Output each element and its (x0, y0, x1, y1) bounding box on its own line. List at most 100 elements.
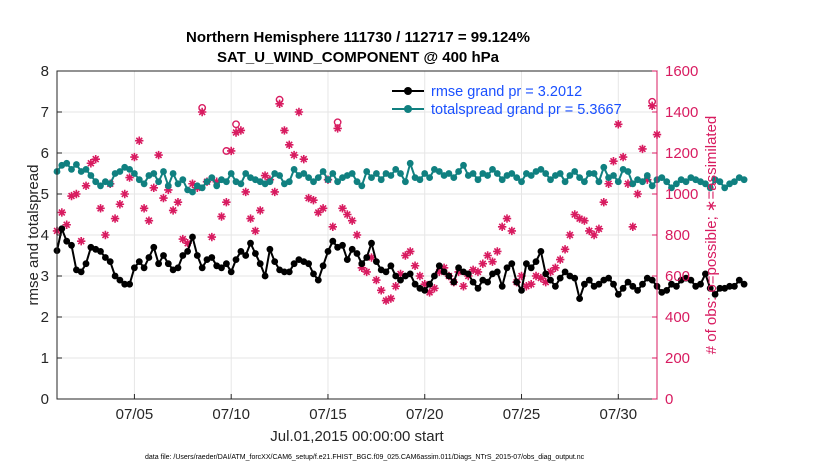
chart-title-line2: SAT_U_WIND_COMPONENT @ 400 hPa (217, 49, 500, 66)
totalspread-point (160, 168, 167, 175)
rmse-point (547, 276, 554, 284)
obs-assimilated-marker (343, 210, 352, 219)
totalspread-point (547, 176, 554, 184)
totalspread-point (484, 172, 491, 179)
right-tick-label: 200 (665, 350, 690, 367)
right-tick-label: 800 (665, 227, 690, 244)
obs-assimilated-marker (318, 204, 328, 213)
left-tick-label: 7 (41, 104, 49, 121)
rmse-point (131, 264, 138, 272)
rmse-point (102, 254, 109, 261)
obs-assimilated-marker (638, 144, 647, 154)
rmse-point (474, 284, 482, 292)
rmse-point (493, 268, 501, 276)
totalspread-point (97, 182, 104, 190)
rmse-point (164, 260, 172, 268)
obs-assimilated-marker (188, 179, 197, 188)
chart-title-line1: Northern Hemisphere 111730 / 112717 = 99… (186, 29, 530, 46)
rmse-point (232, 256, 240, 263)
rmse-point (440, 268, 448, 276)
rmse-point (581, 280, 588, 288)
totalspread-point (658, 174, 666, 182)
obs-assimilated-marker (628, 222, 638, 231)
totalspread-point (314, 174, 322, 182)
obs-assimilated-series (52, 99, 662, 305)
left-tick-label: 3 (41, 268, 49, 285)
obs-possible-marker (648, 97, 657, 106)
totalspread-point (334, 178, 341, 186)
obs-assimilated-marker (415, 271, 425, 281)
rmse-point (610, 280, 617, 288)
totalspread-point (305, 174, 312, 182)
obs-assimilated-marker (493, 247, 502, 256)
obs-assimilated-marker (459, 282, 468, 291)
totalspread-series (53, 159, 748, 196)
obs-assimilated-marker (241, 187, 250, 197)
obs-assimilated-marker (391, 282, 400, 291)
obs-assimilated-marker (256, 206, 265, 215)
totalspread-point (106, 180, 114, 188)
obs-assimilated-marker (575, 214, 584, 223)
rmse-point (513, 278, 521, 286)
rmse-point (731, 282, 738, 290)
rmse-series (53, 225, 748, 303)
obs-assimilated-marker (609, 157, 618, 166)
rmse-point (319, 262, 327, 270)
right-tick-label: 1400 (665, 104, 698, 121)
obs-assimilated-marker (570, 210, 579, 219)
totalspread-point (266, 178, 274, 186)
obs-assimilated-marker (502, 214, 512, 223)
rmse-point (343, 256, 351, 263)
totalspread-point (300, 170, 308, 177)
left-tick-label: 4 (41, 227, 49, 244)
rmse-point (697, 280, 704, 288)
legend-totalspread-label: totalspread grand pr = 5.3667 (431, 102, 622, 118)
rmse-point (256, 260, 264, 268)
rmse-point (324, 248, 332, 255)
rmse-point (624, 278, 632, 286)
left-tick-label: 6 (41, 145, 49, 162)
totalspread-point (643, 172, 651, 179)
totalspread-point (290, 166, 298, 173)
totalspread-point (624, 168, 632, 175)
totalspread-point (174, 180, 182, 188)
data-file-footnote: data file: /Users/raeder/DAI/ATM_forcXX/… (145, 454, 585, 461)
obs-assimilated-marker (594, 224, 604, 234)
rmse-point (523, 260, 530, 268)
rmse-point (77, 268, 85, 276)
obs-possible-series (198, 95, 657, 155)
rmse-point (184, 248, 192, 255)
obs-assimilated-marker (328, 222, 338, 231)
obs-assimilated-marker (647, 101, 657, 111)
rmse-point (503, 264, 511, 272)
x-axis-ticks: 07/05 07/10 07/15 07/20 07/25 07/30 (116, 394, 637, 423)
obs-assimilated-marker (168, 206, 178, 215)
rmse-point (261, 272, 269, 280)
totalspread-point (581, 178, 588, 186)
totalspread-point (702, 180, 709, 188)
x-tick-label: 07/10 (212, 406, 250, 423)
obs-assimilated-marker (289, 150, 299, 160)
totalspread-point (450, 174, 458, 182)
rmse-point (237, 248, 245, 255)
obs-assimilated-marker (478, 259, 488, 268)
obs-assimilated-marker (217, 212, 226, 221)
totalspread-point (445, 170, 453, 177)
legend-rmse-label: rmse grand pr = 3.2012 (431, 84, 582, 100)
obs-assimilated-marker (309, 195, 318, 205)
obs-assimilated-marker (517, 271, 526, 281)
obs-assimilated-marker (362, 267, 371, 277)
obs-assimilated-marker (173, 198, 183, 207)
totalspread-point (435, 168, 443, 175)
rmse-point (556, 274, 564, 282)
rmse-point (179, 252, 187, 259)
legend-rmse-marker (404, 87, 412, 95)
totalspread-point (198, 184, 206, 192)
obs-assimilated-marker (280, 126, 289, 135)
totalspread-point (131, 170, 138, 177)
totalspread-point (556, 170, 564, 177)
rmse-point (150, 243, 158, 251)
plot-area (52, 70, 748, 400)
totalspread-point (673, 180, 680, 188)
totalspread-point (469, 170, 477, 177)
